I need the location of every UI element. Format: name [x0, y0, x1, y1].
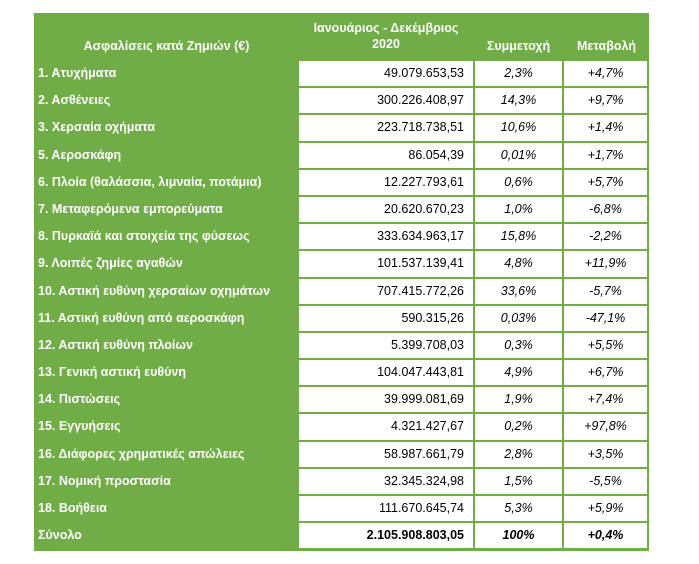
row-value: 5.399.708,03 — [299, 332, 473, 359]
table-row: 8. Πυρκαϊά και στοιχεία της φύσεως 333.63… — [34, 224, 649, 250]
table-row: 18. Βοήθεια 111.670.645,74 5,3% +5,9% — [34, 496, 649, 522]
row-category: 6. Πλοία (θαλάσσια, λιμναία, ποτάμια) — [38, 174, 262, 189]
row-share: 4,8% — [475, 251, 562, 277]
row-change: +4,7% — [564, 61, 647, 87]
row-category: 2. Ασθένειες — [38, 93, 111, 108]
row-value: 86.054,39 — [299, 142, 473, 168]
table-row: 6. Πλοία (θαλάσσια, λιμναία, ποτάμια) 12.… — [34, 169, 649, 195]
row-share: 1,5% — [475, 468, 562, 494]
row-category: 17. Νομική προστασία — [38, 473, 171, 488]
row-change: +5,7% — [564, 169, 647, 195]
row-change: +0,4% — [564, 523, 647, 549]
row-change: +97,8% — [564, 414, 647, 440]
row-share: 0,3% — [475, 332, 562, 359]
table-row: 16. Διάφορες χρηματικές απώλειες 58.987.6… — [34, 441, 649, 467]
row-change: +7,4% — [564, 387, 647, 413]
row-category: 8. Πυρκαϊά και στοιχεία της φύσεως — [38, 229, 250, 244]
row-share: 1,0% — [475, 196, 562, 223]
row-category: 1. Ατυχήματα — [38, 66, 117, 80]
row-change: +11,9% — [564, 251, 647, 277]
header-category: Ασφαλίσεις κατά Ζημιών (€) — [83, 39, 250, 53]
row-change: -47,1% — [564, 305, 647, 331]
row-value: 49.079.653,53 — [299, 61, 473, 87]
row-share: 0,03% — [475, 305, 562, 331]
row-change: -5,5% — [564, 468, 647, 494]
row-value: 2.105.908.803,05 — [299, 523, 473, 549]
row-value: 707.415.772,26 — [299, 278, 473, 304]
table-header: Ασφαλίσεις κατά Ζημιών (€) Ιανουάριος - … — [34, 13, 649, 61]
row-category: 13. Γενική αστική ευθύνη — [38, 365, 186, 380]
row-category: Σύνολο — [38, 528, 82, 543]
row-value: 58.987.661,79 — [299, 441, 473, 467]
header-value-line2: 2020 — [372, 37, 400, 51]
header-value: Ιανουάριος - Δεκέμβριος 2020 — [299, 20, 473, 52]
row-category: 15. Εγγυήσεις — [38, 419, 121, 434]
total-row: Σύνολο 2.105.908.803,05 100% +0,4% — [34, 523, 649, 549]
row-change: -5,7% — [564, 278, 647, 304]
row-share: 0,01% — [475, 142, 562, 168]
row-category: 7. Μεταφερόμενα εμπορεύματα — [38, 201, 223, 216]
row-share: 0,2% — [475, 414, 562, 440]
row-change: +5,5% — [564, 332, 647, 359]
table-row: 7. Μεταφερόμενα εμπορεύματα 20.620.670,23… — [34, 196, 649, 223]
row-category: 14. Πιστώσεις — [38, 392, 121, 407]
row-share: 100% — [475, 523, 562, 549]
row-change: -6,8% — [564, 196, 647, 223]
table-row: 13. Γενική αστική ευθύνη 104.047.443,81 4,… — [34, 360, 649, 386]
row-share: 15,8% — [475, 224, 562, 250]
row-value: 4.321.427,67 — [299, 414, 473, 440]
table-row: 17. Νομική προστασία 32.345.324,98 1,5% -5,… — [34, 468, 649, 494]
header-share: Συμμετοχή — [486, 39, 551, 53]
row-value: 590.315,26 — [299, 305, 473, 331]
row-change: +1,4% — [564, 115, 647, 141]
row-category: 16. Διάφορες χρηματικές απώλειες — [38, 446, 245, 461]
row-category: 3. Χερσαία οχήματα — [38, 120, 156, 135]
row-value: 32.345.324,98 — [299, 468, 473, 494]
row-value: 300.226.408,97 — [299, 88, 473, 114]
row-share: 2,8% — [475, 441, 562, 467]
row-value: 104.047.443,81 — [299, 360, 473, 386]
row-change: +5,9% — [564, 496, 647, 522]
row-share: 4,9% — [475, 360, 562, 386]
table-row: 5. Αεροσκάφη 86.054,39 0,01% +1,7% — [34, 142, 649, 168]
row-share: 14,3% — [475, 88, 562, 114]
table-row: 2. Ασθένειες 300.226.408,97 14,3% +9,7% — [34, 88, 649, 114]
row-change: -2,2% — [564, 224, 647, 250]
row-share: 33,6% — [475, 278, 562, 304]
row-change: +3,5% — [564, 441, 647, 467]
row-category: 5. Αεροσκάφη — [38, 147, 122, 162]
row-value: 39.999.081,69 — [299, 387, 473, 413]
row-change: +9,7% — [564, 88, 647, 114]
row-value: 20.620.670,23 — [299, 196, 473, 223]
row-value: 223.718.738,51 — [299, 115, 473, 141]
row-category: 11. Αστική ευθύνη από αεροσκάφη — [38, 310, 245, 325]
table-row: 1. Ατυχήματα 49.079.653,53 2,3% +4,7% — [34, 61, 649, 87]
row-category: 10. Αστική ευθύνη χερσαίων οχημάτων — [38, 283, 271, 298]
row-category: 9. Λοιπές ζημίες αγαθών — [38, 256, 183, 271]
table-row: 3. Χερσαία οχήματα 223.718.738,51 10,6% +1,… — [34, 115, 649, 141]
insurance-table: Ασφαλίσεις κατά Ζημιών (€) Ιανουάριος - … — [34, 13, 649, 551]
row-value: 12.227.793,61 — [299, 169, 473, 195]
row-category: 12. Αστική ευθύνη πλοίων — [38, 337, 193, 352]
table-row: 9. Λοιπές ζημίες αγαθών 101.537.139,41 4,8… — [34, 251, 649, 277]
row-share: 10,6% — [475, 115, 562, 141]
row-share: 5,3% — [475, 496, 562, 522]
row-value: 111.670.645,74 — [299, 496, 473, 522]
row-category: 18. Βοήθεια — [38, 501, 107, 515]
row-change: +6,7% — [564, 360, 647, 386]
table-body: 1. Ατυχήματα 49.079.653,53 2,3% +4,7% 2. Ασθ… — [34, 61, 649, 550]
header-value-line1: Ιανουάριος - Δεκέμβριος — [313, 21, 459, 35]
table-row: 11. Αστική ευθύνη από αεροσκάφη 590.315,2… — [34, 305, 649, 331]
row-share: 2,3% — [475, 61, 562, 87]
row-share: 0,6% — [475, 169, 562, 195]
table-row: 14. Πιστώσεις 39.999.081,69 1,9% +7,4% — [34, 387, 649, 413]
row-value: 101.537.139,41 — [299, 251, 473, 277]
header-change: Μεταβολή — [576, 39, 637, 53]
table-row: 12. Αστική ευθύνη πλοίων 5.399.708,03 0,3%… — [34, 332, 649, 359]
row-share: 1,9% — [475, 387, 562, 413]
table-row: 15. Εγγυήσεις 4.321.427,67 0,2% +97,8% — [34, 414, 649, 440]
row-value: 333.634.963,17 — [299, 224, 473, 250]
table-row: 10. Αστική ευθύνη χερσαίων οχημάτων 707.4… — [34, 278, 649, 304]
row-change: +1,7% — [564, 142, 647, 168]
